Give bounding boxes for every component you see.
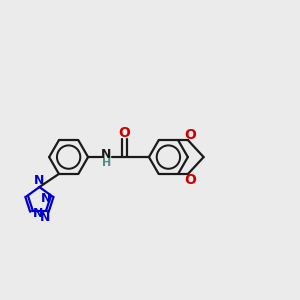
Text: O: O (184, 172, 196, 187)
Text: O: O (118, 126, 130, 140)
Text: N: N (40, 211, 51, 224)
Text: N: N (33, 207, 43, 220)
Text: N: N (101, 148, 112, 161)
Text: N: N (41, 192, 51, 205)
Text: O: O (184, 128, 196, 142)
Text: H: H (102, 158, 111, 168)
Text: N: N (34, 174, 45, 187)
